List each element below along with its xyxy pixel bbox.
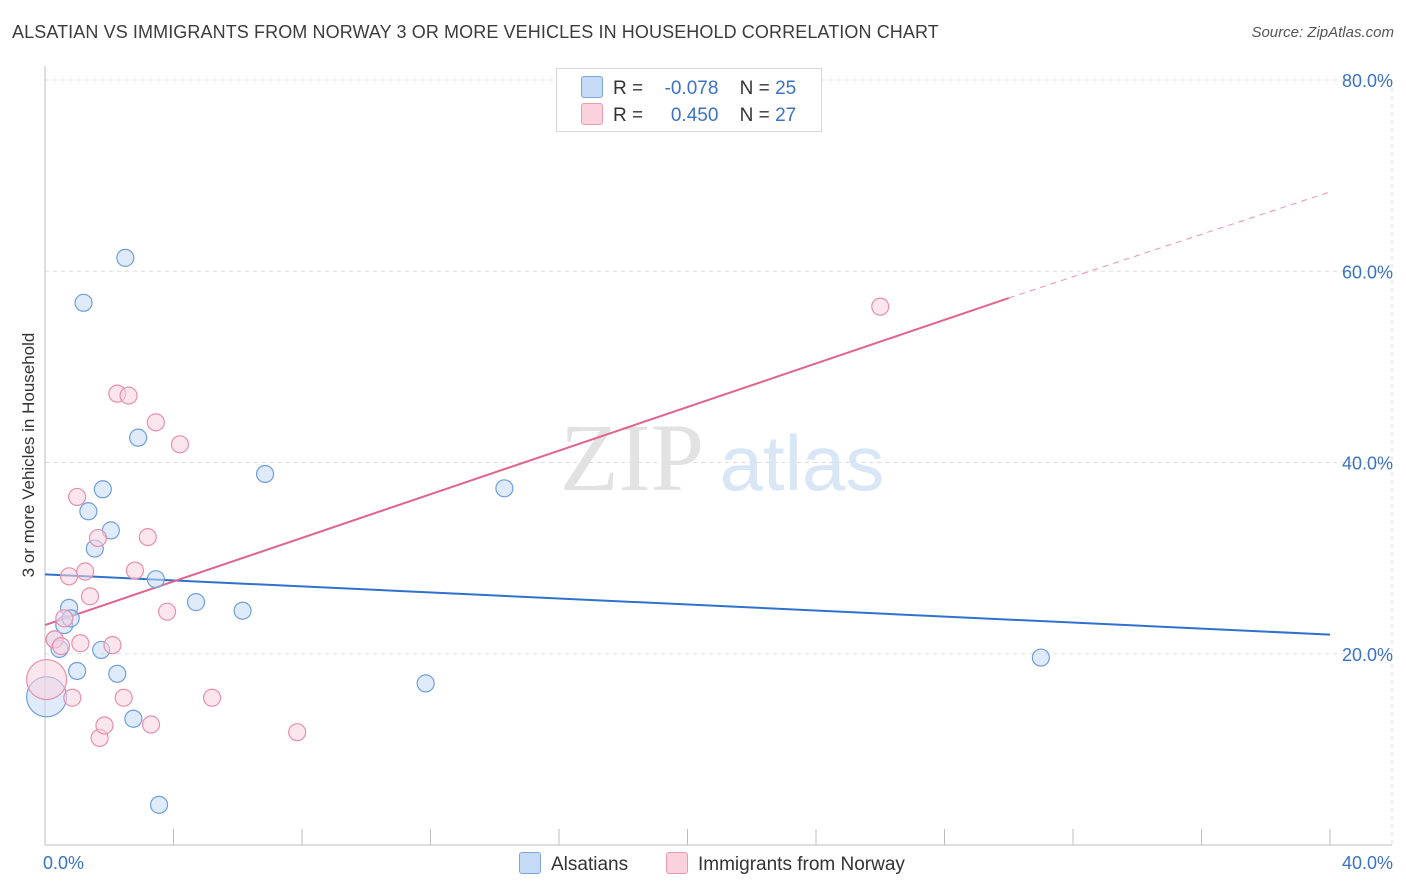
point-alsatians [129, 428, 148, 447]
legend-swatch-blue [581, 76, 603, 98]
legend-swatch-pink [666, 852, 688, 874]
legend-label-alsatians: Alsatians [551, 854, 629, 875]
point-norway [68, 487, 87, 507]
point-norway [80, 587, 100, 606]
grid-lines [45, 79, 1393, 845]
legend-label-norway: Immigrants from Norway [698, 854, 905, 875]
legend-item-alsatians: Alsatians [519, 852, 628, 876]
point-norway [141, 715, 161, 734]
point-norway [88, 528, 108, 548]
point-alsatians [186, 593, 206, 612]
legend-n-value: 25 [775, 78, 797, 99]
point-alsatians [74, 293, 93, 312]
point-norway [146, 413, 165, 432]
point-norway [119, 386, 138, 405]
point-norway [95, 716, 114, 735]
point-alsatians [93, 480, 112, 499]
legend-n-label: N = [739, 78, 770, 99]
y-tick-label: 40.0% [1342, 454, 1393, 474]
point-alsatians [68, 661, 87, 681]
point-norway [114, 688, 133, 707]
point-norway [59, 567, 79, 586]
point-norway [63, 688, 82, 707]
point-norway [26, 658, 68, 701]
point-norway [71, 634, 90, 653]
point-norway [125, 561, 145, 580]
point-norway [288, 723, 307, 742]
legend-r-value: 0.450 [670, 105, 719, 126]
watermark-zip: ZIP [560, 404, 704, 511]
trend-lines [44, 191, 1331, 636]
point-norway [51, 636, 71, 656]
point-alsatians [124, 709, 143, 728]
correlation-legend: R = -0.078 N = 25 R = 0.450 N = 27 [556, 68, 822, 132]
legend-r-label: R = [613, 78, 644, 99]
point-norway [871, 297, 890, 316]
legend-row-norway: R = 0.450 N = 27 [581, 103, 796, 127]
source-credit: Source: ZipAtlas.com [1251, 24, 1394, 41]
data-points [26, 248, 1050, 814]
point-alsatians [149, 795, 169, 814]
point-alsatians [495, 479, 514, 498]
x-tick-label: 0.0% [43, 853, 84, 873]
point-norway [157, 602, 177, 621]
chart-title: ALSATIAN VS IMMIGRANTS FROM NORWAY 3 OR … [12, 22, 939, 42]
trendline-norway-extension [1008, 191, 1331, 299]
point-norway [55, 609, 74, 628]
legend-r-value: -0.078 [664, 78, 719, 99]
axes [44, 66, 1392, 846]
tick-labels: 20.0% 40.0% 60.0% 80.0% 0.0% 40.0% [43, 71, 1393, 873]
point-norway [202, 688, 222, 707]
watermark-atlas: atlas [720, 419, 885, 507]
point-alsatians [1031, 648, 1050, 667]
point-alsatians [79, 502, 98, 521]
legend-swatch-blue [519, 852, 541, 874]
point-alsatians [416, 674, 435, 693]
trendline-norway [44, 297, 1010, 627]
legend-n-label: N = [739, 105, 770, 126]
legend-swatch-pink [581, 103, 603, 125]
watermark: ZIP atlas [560, 404, 884, 511]
point-alsatians [233, 601, 252, 620]
point-alsatians [255, 464, 275, 484]
legend-item-norway: Immigrants from Norway [666, 852, 905, 876]
legend-row-alsatians: R = -0.078 N = 25 [581, 76, 796, 100]
trendline-alsatians [44, 573, 1331, 636]
x-tick-label: 40.0% [1342, 853, 1393, 873]
point-norway [170, 435, 190, 454]
legend-r-label: R = [613, 105, 644, 126]
point-alsatians [108, 664, 127, 683]
legend-n-value: 27 [775, 105, 797, 126]
y-tick-label: 20.0% [1342, 645, 1393, 665]
point-norway [76, 562, 95, 581]
point-norway [138, 527, 157, 547]
y-tick-label: 60.0% [1342, 262, 1393, 282]
y-axis-label: 3 or more Vehicles in Household [19, 333, 38, 578]
point-alsatians [116, 248, 135, 267]
point-alsatians [146, 570, 165, 589]
point-norway [103, 636, 122, 655]
y-tick-label: 80.0% [1342, 71, 1393, 91]
